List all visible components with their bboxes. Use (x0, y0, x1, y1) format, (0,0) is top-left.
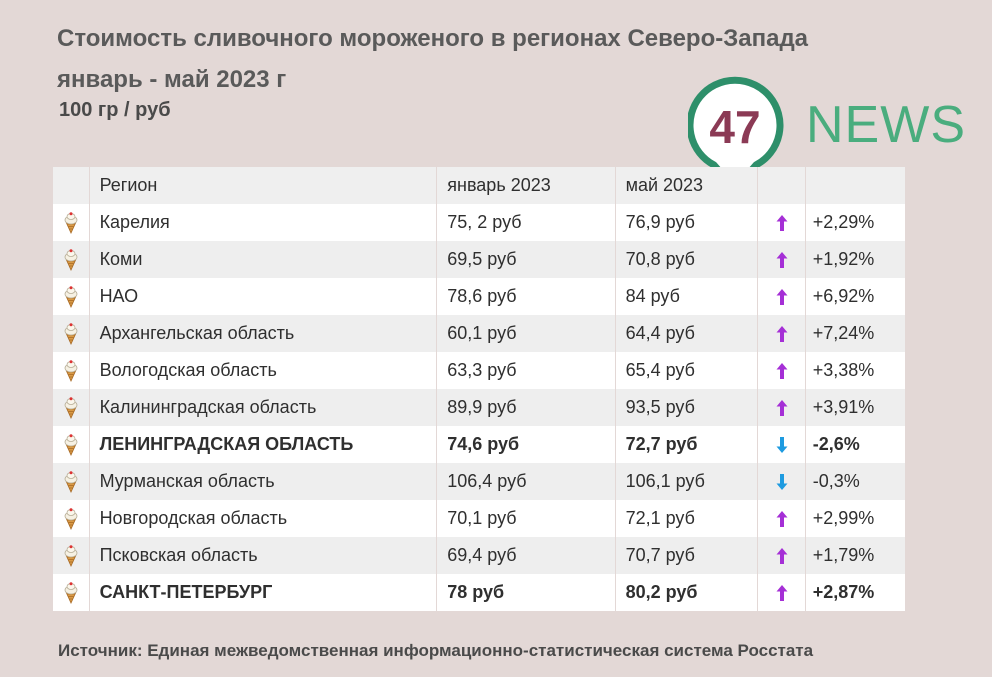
region-cell: Псковская область (89, 537, 438, 574)
arrow-down-icon (757, 463, 806, 500)
ice-cream-icon (53, 315, 90, 352)
may-price-cell: 70,7 руб (615, 537, 759, 574)
table-row: Карелия 75, 2 руб 76,9 руб +2,29% (53, 204, 907, 241)
table-header-row: Регион январь 2023 май 2023 (53, 167, 907, 204)
ice-cream-icon (53, 204, 90, 241)
ice-cream-icon (53, 426, 90, 463)
change-percent-cell: +3,91% (805, 389, 907, 426)
ice-cream-icon (53, 537, 90, 574)
table-row: Вологодская область 63,3 руб 65,4 руб +3,38… (53, 352, 907, 389)
january-price-cell: 89,9 руб (436, 389, 616, 426)
arrow-up-icon (757, 315, 806, 352)
table-row: Калининградская область 89,9 руб 93,5 руб +… (53, 389, 907, 426)
arrow-down-icon (757, 426, 806, 463)
change-percent-cell: +1,79% (805, 537, 907, 574)
table-row: Архангельская область 60,1 руб 64,4 руб +7,… (53, 315, 907, 352)
arrow-up-icon (757, 204, 806, 241)
header-change-col (805, 167, 907, 204)
change-percent-cell: -0,3% (805, 463, 907, 500)
region-cell: Новгородская область (89, 500, 438, 537)
change-percent-cell: +6,92% (805, 278, 907, 315)
47news-logo: 47 NEWS (686, 73, 968, 193)
table-row: Псковская область 69,4 руб 70,7 руб +1,79% (53, 537, 907, 574)
may-price-cell: 80,2 руб (615, 574, 759, 611)
may-price-cell: 70,8 руб (615, 241, 759, 278)
january-price-cell: 70,1 руб (436, 500, 616, 537)
january-price-cell: 78,6 руб (436, 278, 616, 315)
source-note: Источник: Единая межведомственная информ… (58, 641, 814, 660)
change-percent-cell: +2,29% (805, 204, 907, 241)
ice-cream-icon (53, 352, 90, 389)
ice-cream-icon (53, 574, 90, 611)
arrow-up-icon (757, 352, 806, 389)
may-price-cell: 72,1 руб (615, 500, 759, 537)
may-price-cell: 72,7 руб (615, 426, 759, 463)
table-row: ЛЕНИНГРАДСКАЯ ОБЛАСТЬ 74,6 руб 72,7 руб -2,… (53, 426, 907, 463)
change-percent-cell: -2,6% (805, 426, 907, 463)
change-percent-cell: +2,99% (805, 500, 907, 537)
may-price-cell: 93,5 руб (615, 389, 759, 426)
arrow-up-icon (757, 389, 806, 426)
table-row: САНКТ-ПЕТЕРБУРГ 78 руб 80,2 руб +2,87% (53, 574, 907, 611)
ice-cream-icon (53, 389, 90, 426)
logo-text: NEWS (806, 96, 966, 154)
region-cell: САНКТ-ПЕТЕРБУРГ (89, 574, 438, 611)
page-title: Стоимость сливочного мороженого в регион… (57, 18, 808, 100)
header-trend-col (757, 167, 806, 204)
region-cell: Мурманская область (89, 463, 438, 500)
arrow-up-icon (757, 241, 806, 278)
january-price-cell: 60,1 руб (436, 315, 616, 352)
subtitle-units: 100 гр / руб (59, 99, 171, 121)
ice-cream-icon (53, 241, 90, 278)
title-line-1: Стоимость сливочного мороженого в регион… (57, 25, 809, 52)
january-price-cell: 75, 2 руб (436, 204, 616, 241)
january-price-cell: 106,4 руб (436, 463, 616, 500)
ice-cream-icon (53, 500, 90, 537)
january-price-cell: 63,3 руб (436, 352, 616, 389)
region-cell: Карелия (89, 204, 438, 241)
ice-cream-icon (53, 278, 90, 315)
change-percent-cell: +7,24% (805, 315, 907, 352)
may-price-cell: 65,4 руб (615, 352, 759, 389)
january-price-cell: 69,5 руб (436, 241, 616, 278)
change-percent-cell: +3,38% (805, 352, 907, 389)
header-may: май 2023 (615, 167, 759, 204)
january-price-cell: 74,6 руб (436, 426, 616, 463)
header-january: январь 2023 (436, 167, 616, 204)
may-price-cell: 64,4 руб (615, 315, 759, 352)
logo-number: 47 (709, 101, 760, 153)
january-price-cell: 69,4 руб (436, 537, 616, 574)
region-cell: Калининградская область (89, 389, 438, 426)
region-cell: Коми (89, 241, 438, 278)
arrow-up-icon (757, 537, 806, 574)
header-region: Регион (89, 167, 438, 204)
arrow-up-icon (757, 278, 806, 315)
ice-cream-price-table: Регион январь 2023 май 2023 Карелия 75, 2… (53, 167, 907, 611)
map-pin-icon: 47 (686, 76, 784, 193)
title-line-2: январь - май 2023 г (57, 66, 287, 93)
header-icon-col (53, 167, 90, 204)
may-price-cell: 76,9 руб (615, 204, 759, 241)
table-row: НАО 78,6 руб 84 руб +6,92% (53, 278, 907, 315)
january-price-cell: 78 руб (436, 574, 616, 611)
table-row: Коми 69,5 руб 70,8 руб +1,92% (53, 241, 907, 278)
change-percent-cell: +1,92% (805, 241, 907, 278)
may-price-cell: 84 руб (615, 278, 759, 315)
may-price-cell: 106,1 руб (615, 463, 759, 500)
arrow-up-icon (757, 574, 806, 611)
table-row: Мурманская область 106,4 руб 106,1 руб -0,3… (53, 463, 907, 500)
change-percent-cell: +2,87% (805, 574, 907, 611)
region-cell: ЛЕНИНГРАДСКАЯ ОБЛАСТЬ (89, 426, 438, 463)
arrow-up-icon (757, 500, 806, 537)
region-cell: Архангельская область (89, 315, 438, 352)
region-cell: НАО (89, 278, 438, 315)
ice-cream-icon (53, 463, 90, 500)
table-row: Новгородская область 70,1 руб 72,1 руб +2,9… (53, 500, 907, 537)
region-cell: Вологодская область (89, 352, 438, 389)
